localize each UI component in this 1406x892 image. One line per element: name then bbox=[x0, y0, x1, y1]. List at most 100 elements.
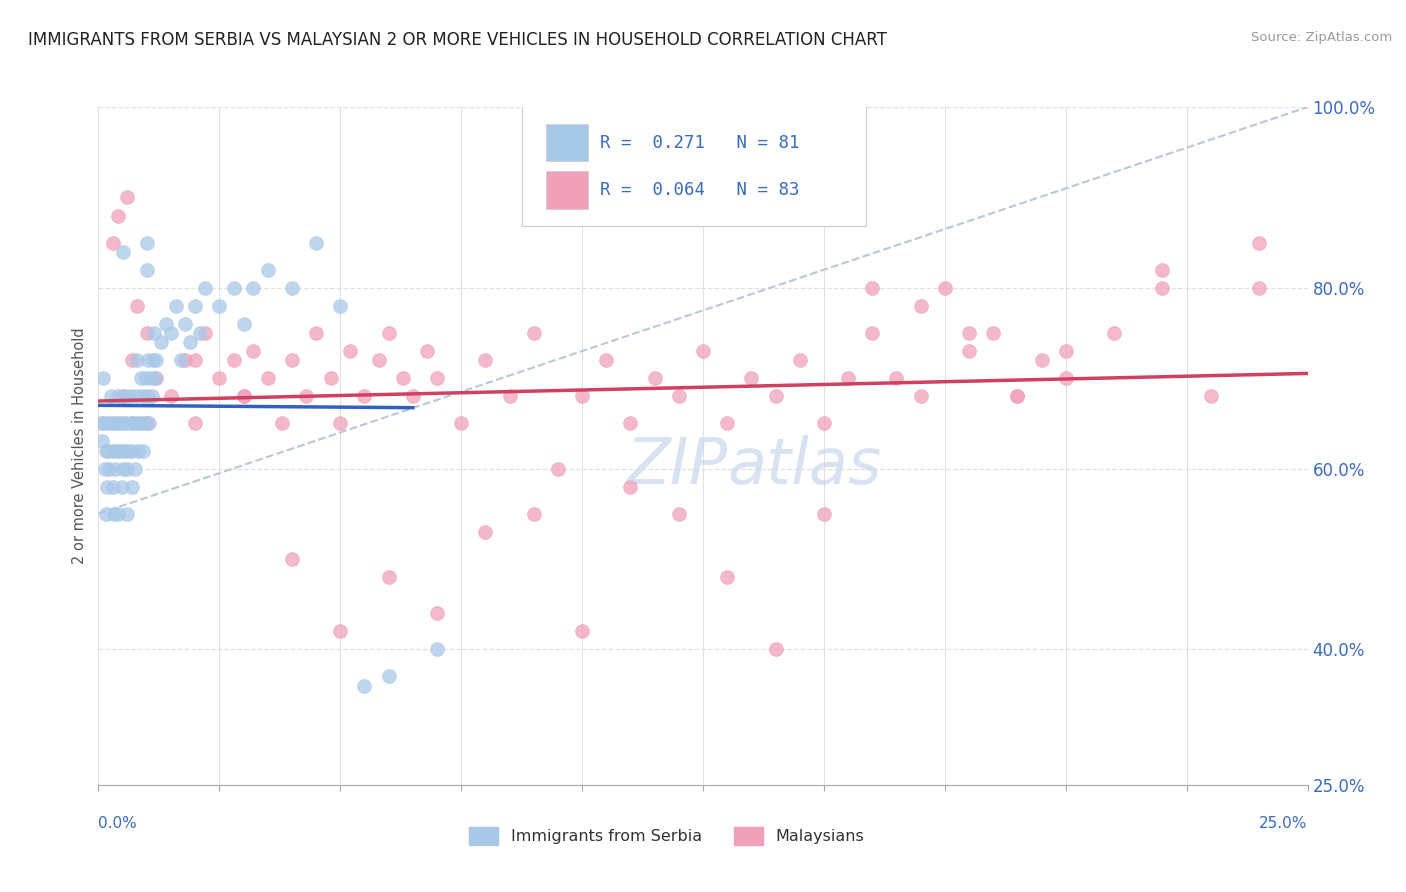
Point bbox=[117, 190, 139, 204]
Point bbox=[139, 371, 162, 385]
Point bbox=[104, 461, 127, 475]
Point bbox=[93, 461, 115, 475]
Point bbox=[155, 317, 177, 331]
Point bbox=[101, 480, 124, 494]
Point bbox=[981, 326, 1004, 340]
Point bbox=[716, 417, 738, 431]
Point bbox=[138, 417, 160, 431]
Point bbox=[111, 417, 134, 431]
Point bbox=[668, 507, 690, 521]
Point bbox=[208, 371, 231, 385]
Text: atlas: atlas bbox=[727, 435, 882, 498]
Point bbox=[716, 570, 738, 584]
Point bbox=[135, 262, 157, 277]
Point bbox=[115, 417, 138, 431]
Point bbox=[353, 389, 375, 403]
Point bbox=[813, 507, 835, 521]
Text: 25.0%: 25.0% bbox=[1260, 815, 1308, 830]
Point bbox=[426, 606, 449, 620]
Text: ZIP: ZIP bbox=[626, 435, 727, 498]
Point bbox=[120, 417, 142, 431]
Point bbox=[127, 299, 149, 313]
Point bbox=[121, 480, 143, 494]
Point bbox=[160, 389, 183, 403]
Point bbox=[97, 417, 120, 431]
Point bbox=[127, 353, 149, 368]
Point bbox=[571, 624, 593, 639]
Point bbox=[122, 417, 145, 431]
Point bbox=[416, 344, 439, 359]
Point bbox=[305, 326, 328, 340]
Point bbox=[208, 299, 231, 313]
Point bbox=[150, 334, 173, 349]
Point bbox=[740, 371, 762, 385]
Point bbox=[281, 281, 304, 295]
Point bbox=[668, 389, 690, 403]
Point bbox=[1054, 371, 1077, 385]
Point bbox=[112, 443, 135, 458]
Point bbox=[134, 417, 156, 431]
Point bbox=[174, 317, 197, 331]
Point bbox=[1249, 235, 1271, 250]
Point bbox=[571, 389, 593, 403]
Point bbox=[1249, 281, 1271, 295]
Point bbox=[644, 371, 666, 385]
Point bbox=[765, 642, 787, 657]
Point bbox=[103, 507, 125, 521]
Point bbox=[910, 389, 932, 403]
Point bbox=[111, 461, 134, 475]
Point bbox=[319, 371, 342, 385]
Point bbox=[392, 371, 415, 385]
Point bbox=[111, 480, 134, 494]
Point bbox=[789, 353, 811, 368]
Point bbox=[450, 417, 472, 431]
Point bbox=[135, 326, 157, 340]
Point bbox=[886, 371, 908, 385]
Point bbox=[377, 570, 399, 584]
Point bbox=[145, 371, 167, 385]
Point bbox=[474, 524, 496, 539]
Point bbox=[595, 353, 617, 368]
Point bbox=[426, 642, 449, 657]
Point bbox=[91, 371, 114, 385]
Point bbox=[619, 417, 641, 431]
Point bbox=[117, 507, 139, 521]
Point bbox=[107, 389, 129, 403]
Point bbox=[93, 417, 115, 431]
Point bbox=[222, 353, 245, 368]
Point bbox=[232, 389, 254, 403]
Point bbox=[107, 507, 129, 521]
Bar bbox=[546, 171, 588, 209]
Point bbox=[242, 344, 264, 359]
Point bbox=[1152, 262, 1174, 277]
Point bbox=[179, 334, 201, 349]
Text: Source: ZipAtlas.com: Source: ZipAtlas.com bbox=[1251, 31, 1392, 45]
Point bbox=[329, 299, 352, 313]
Point bbox=[765, 389, 787, 403]
Point bbox=[547, 461, 569, 475]
Point bbox=[1152, 281, 1174, 295]
Point bbox=[1102, 326, 1125, 340]
Point bbox=[813, 417, 835, 431]
Point bbox=[692, 344, 714, 359]
Point bbox=[142, 353, 165, 368]
Point bbox=[100, 389, 122, 403]
Point bbox=[121, 353, 143, 368]
Point bbox=[127, 443, 149, 458]
Point bbox=[339, 344, 361, 359]
Point bbox=[127, 417, 149, 431]
Point bbox=[194, 281, 217, 295]
Point bbox=[141, 389, 163, 403]
Point bbox=[860, 326, 883, 340]
Point bbox=[117, 461, 139, 475]
Point bbox=[934, 281, 956, 295]
Point bbox=[125, 389, 148, 403]
Point bbox=[498, 389, 520, 403]
Point bbox=[184, 353, 207, 368]
Point bbox=[121, 443, 143, 458]
Point bbox=[101, 443, 124, 458]
Point bbox=[619, 480, 641, 494]
Point bbox=[135, 417, 157, 431]
Point bbox=[837, 371, 859, 385]
Point bbox=[104, 417, 127, 431]
